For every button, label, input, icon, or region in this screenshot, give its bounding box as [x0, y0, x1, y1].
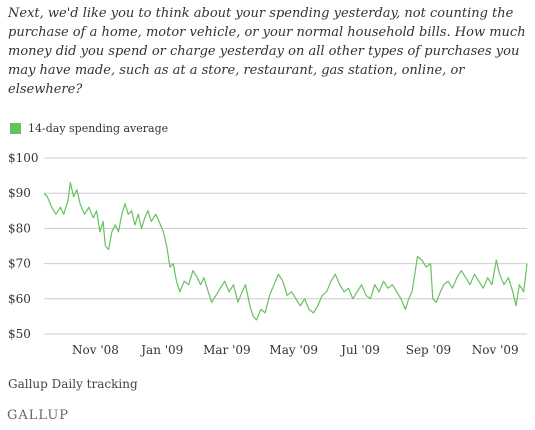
x-axis-labels: Nov '08 Jan '09 Mar '09 May '09 Jul '09 Sep '…	[72, 343, 519, 357]
y-tick-label: $100	[8, 151, 39, 165]
x-tick-label: Nov '09	[472, 343, 519, 357]
grid-layer	[44, 157, 527, 335]
y-tick-label: $90	[8, 186, 31, 200]
x-tick-label: Jan '09	[139, 343, 183, 357]
chart-legend: 14-day spending average	[10, 121, 168, 135]
gallup-logo: GALLUP	[7, 408, 70, 423]
x-tick-label: Jul '09	[339, 343, 380, 357]
source-note: Gallup Daily tracking	[8, 377, 138, 391]
legend-label: 14-day spending average	[28, 121, 169, 135]
series-line-14-day-average	[43, 182, 528, 321]
y-tick-label: $70	[8, 257, 31, 271]
spending-line-chart: $100 $90 $80 $70 $60 $50 Nov '08 Jan '09 Mar '0…	[8, 151, 528, 357]
x-tick-label: Nov '08	[72, 343, 119, 357]
y-tick-label: $60	[8, 292, 31, 306]
legend-swatch	[10, 122, 21, 134]
x-tick-label: May '09	[269, 343, 318, 357]
x-tick-label: Mar '09	[203, 343, 251, 357]
y-tick-label: $80	[8, 221, 31, 235]
survey-question: Next, we'd like you to think about your …	[8, 6, 526, 97]
y-tick-label: $50	[8, 327, 31, 341]
y-axis-labels: $100 $90 $80 $70 $60 $50	[8, 151, 39, 341]
x-tick-label: Sep '09	[406, 343, 451, 357]
